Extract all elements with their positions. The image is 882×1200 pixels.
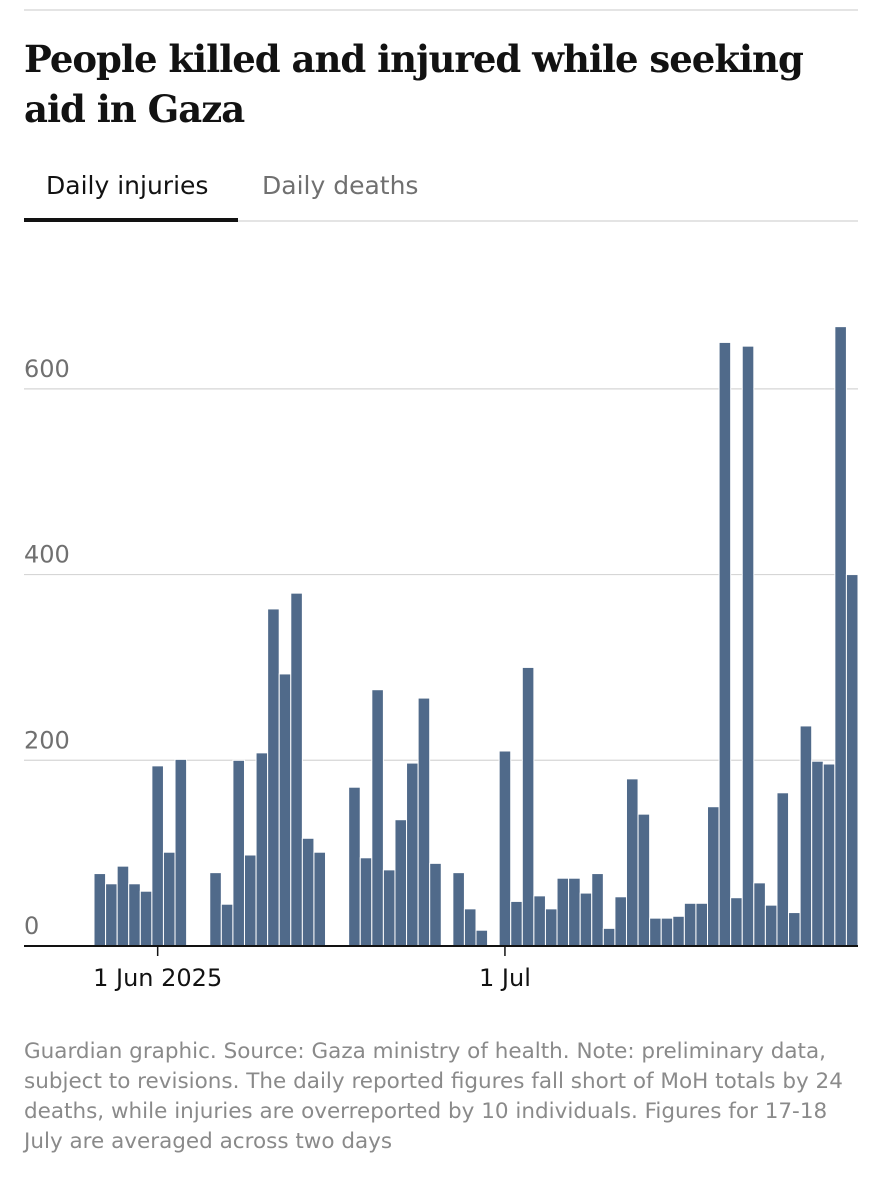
bar (382, 869, 396, 947)
bar (521, 666, 535, 947)
tab-active[interactable]: Daily injuries (46, 171, 208, 200)
bar (278, 673, 292, 947)
bar (267, 608, 280, 947)
bar (533, 895, 546, 947)
bar (348, 786, 361, 947)
bar (660, 917, 674, 947)
y-tick-label: 400 (24, 541, 70, 569)
bar (406, 762, 419, 947)
y-tick-label: 600 (24, 355, 70, 383)
bar (718, 341, 732, 947)
bar (672, 915, 685, 947)
bar (209, 872, 222, 947)
bar (498, 750, 512, 947)
y-tick-label: 200 (24, 726, 70, 754)
bar (764, 904, 778, 947)
bar (834, 326, 847, 947)
bar (753, 882, 766, 947)
bar (220, 903, 234, 947)
bar (255, 752, 269, 947)
bar (417, 697, 431, 947)
bar (707, 806, 720, 947)
bar (151, 765, 164, 947)
bar (139, 890, 153, 947)
bar (359, 857, 373, 947)
bar (290, 592, 303, 947)
bar (429, 862, 442, 947)
bar (822, 763, 836, 947)
bar (452, 872, 465, 947)
bar (788, 912, 801, 947)
note: Guardian graphic. Source: Gaza ministry … (22, 1039, 843, 1154)
bar (741, 345, 755, 947)
y-tick-label: 0 (24, 912, 39, 940)
x-tick-label: 1 Jul (479, 964, 531, 992)
bar (544, 908, 558, 947)
bar (93, 873, 107, 947)
bar (695, 902, 709, 947)
bar (174, 758, 188, 947)
bar (162, 851, 176, 947)
bar (811, 760, 824, 947)
bar (243, 854, 257, 947)
bar (371, 689, 384, 947)
bar (649, 917, 662, 947)
bar (799, 725, 813, 947)
bar (579, 892, 593, 947)
bar (128, 883, 141, 947)
bar (776, 792, 790, 947)
bar (637, 813, 651, 947)
bar (301, 837, 315, 947)
bar (463, 908, 477, 947)
bar (614, 896, 627, 947)
bar (568, 877, 581, 947)
bar (591, 873, 604, 947)
tab[interactable]: Daily deaths (262, 171, 418, 200)
bar (105, 883, 118, 947)
bar (232, 759, 245, 947)
chart-title: People killed and injured while seeking a… (24, 37, 803, 131)
x-tick-label: 1 Jun 2025 (93, 964, 222, 992)
bar (475, 929, 489, 947)
bar (625, 778, 639, 947)
bar (313, 851, 327, 947)
bar (510, 900, 523, 947)
bar (683, 902, 697, 947)
bar (556, 877, 570, 947)
bar (730, 897, 743, 947)
bar (845, 574, 859, 947)
bar (602, 927, 616, 947)
bar (394, 819, 408, 947)
bar (116, 865, 130, 947)
